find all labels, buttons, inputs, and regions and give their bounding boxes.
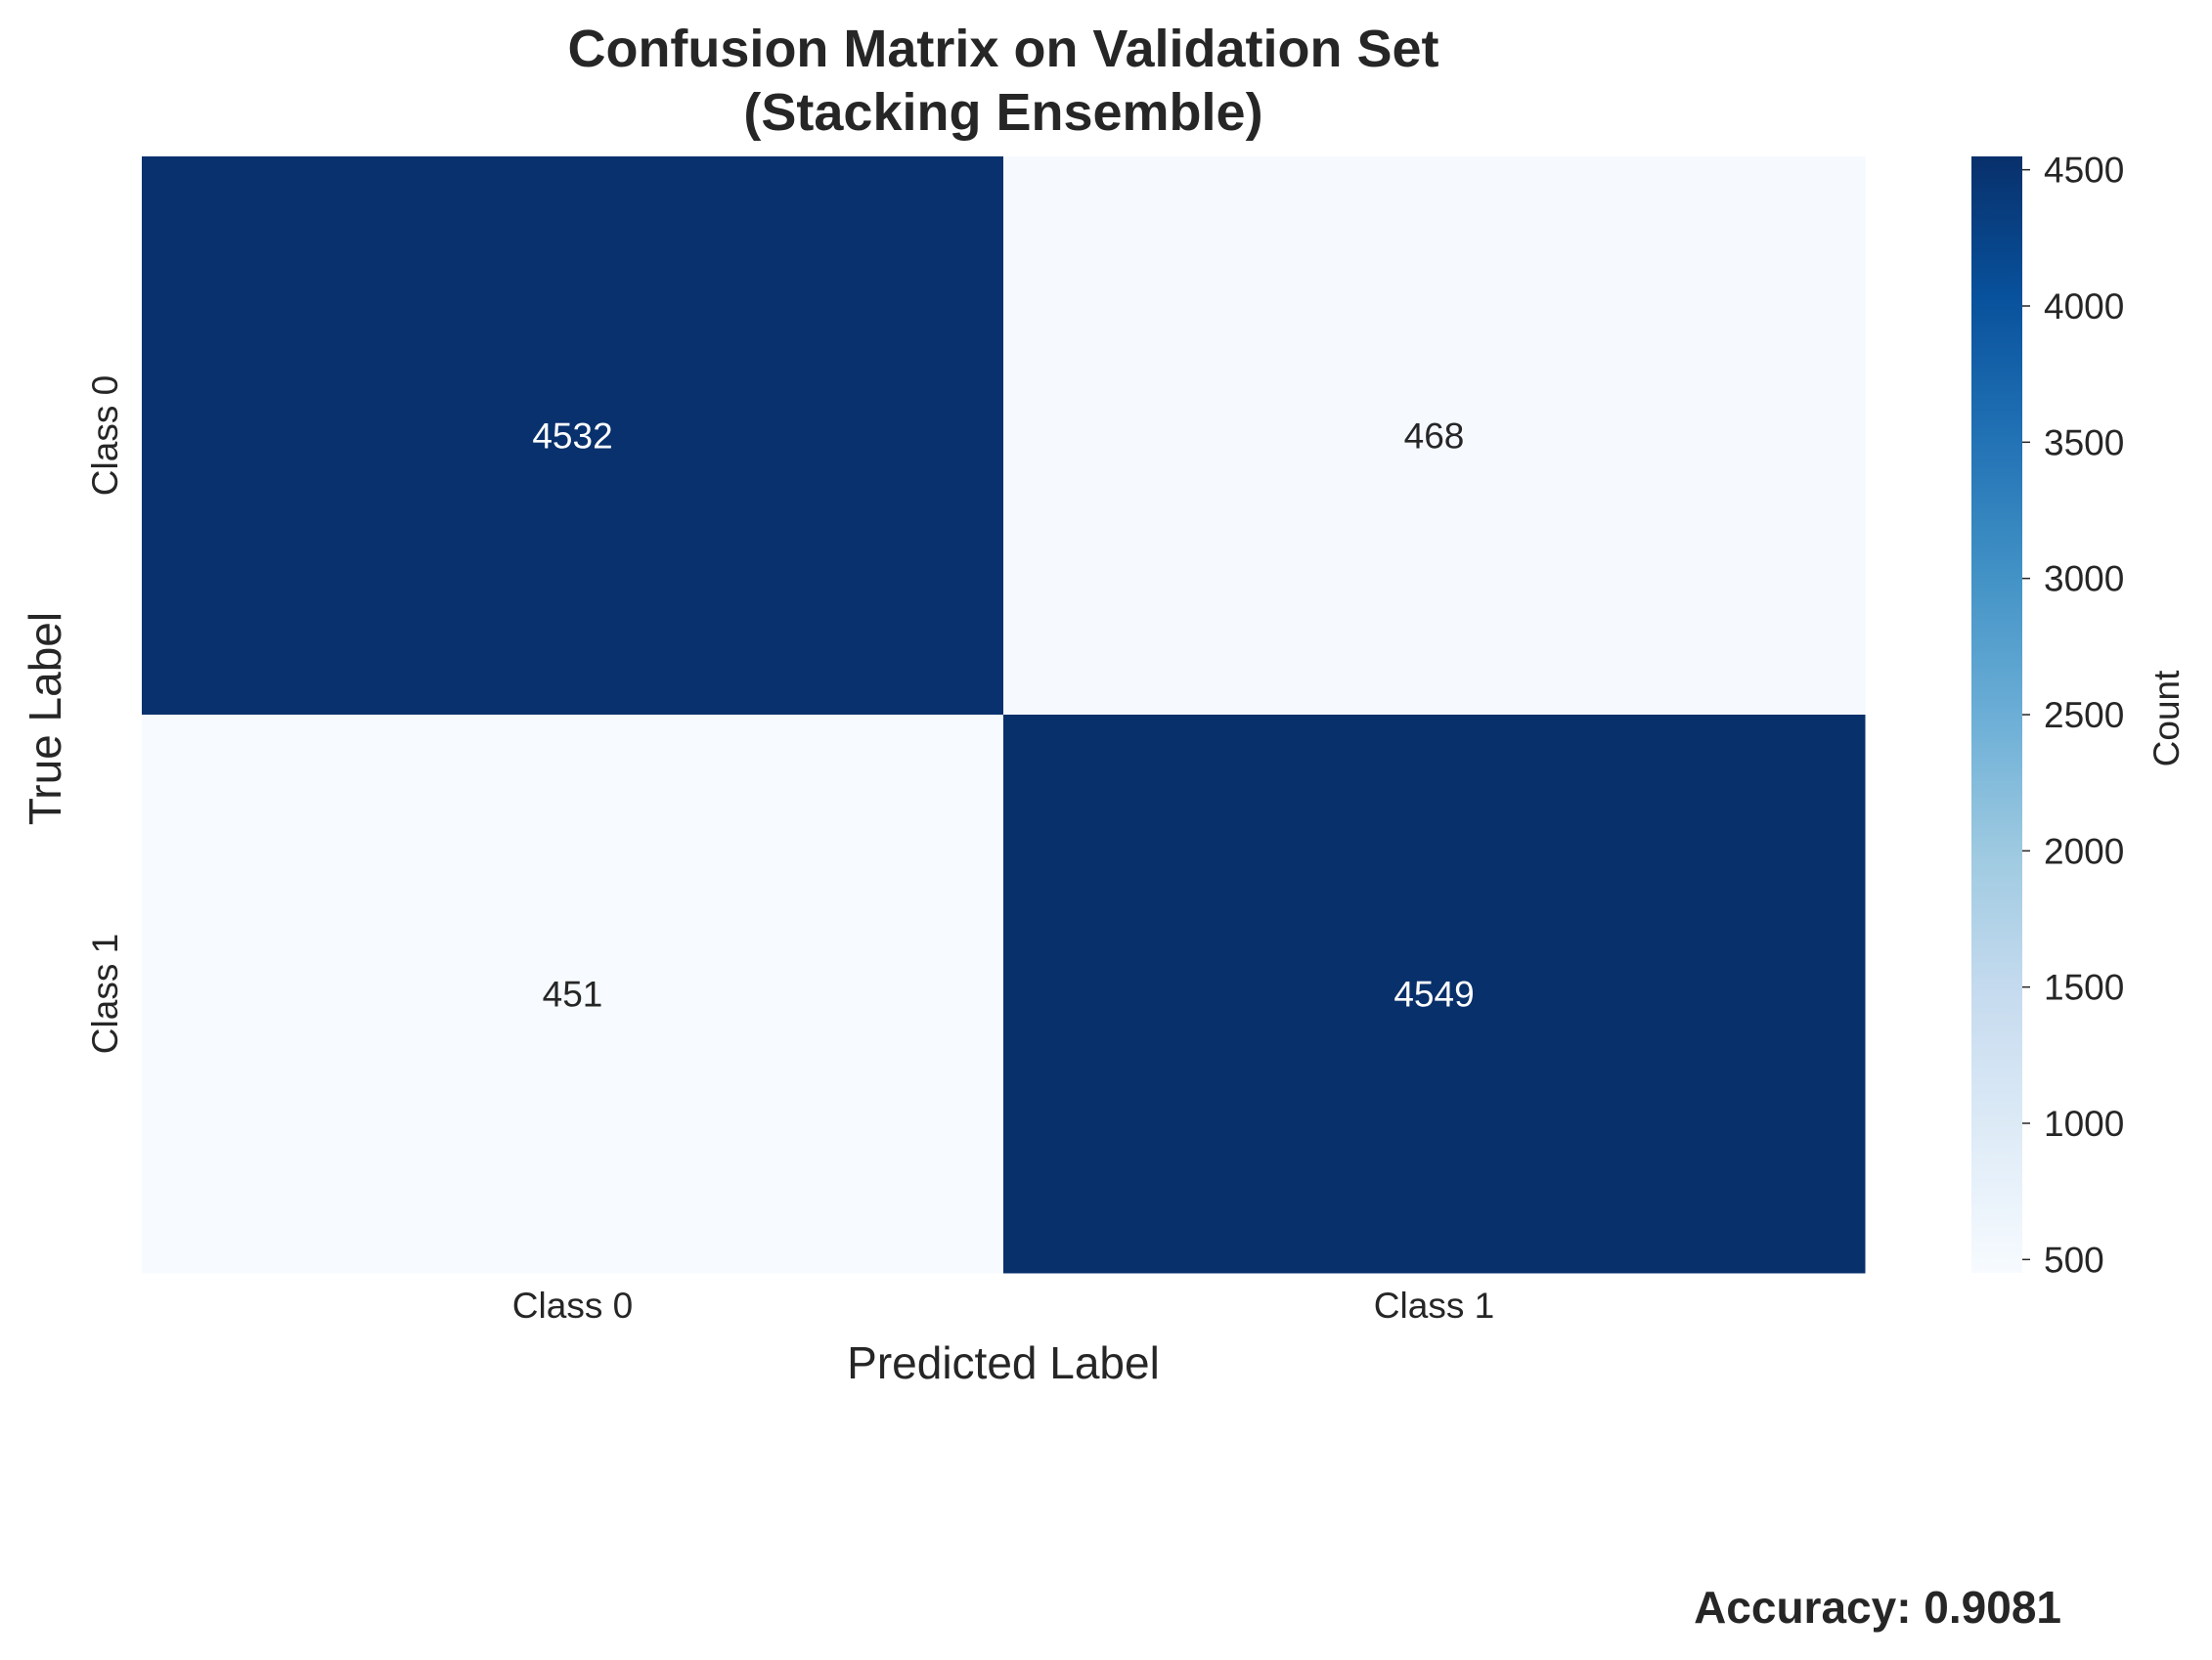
chart-title-line2: (Stacking Ensemble) — [743, 83, 1262, 142]
cell-value-label: 4549 — [1394, 975, 1474, 1015]
heatmap-cell — [142, 715, 1004, 1274]
y-tick-label: Class 0 — [85, 375, 125, 496]
accuracy-annotation: Accuracy: 0.9081 — [1694, 1582, 2061, 1633]
y-axis-label: True Label — [20, 612, 70, 825]
heatmap-cells: 4532 468 451 4549 — [142, 156, 1866, 1274]
x-tick-label: Class 1 — [1374, 1286, 1494, 1326]
colorbar-label: Count — [2146, 670, 2187, 766]
colorbar-tick-label: 1500 — [2044, 968, 2124, 1008]
colorbar — [1971, 156, 2022, 1273]
colorbar-tick-label: 4500 — [2044, 151, 2124, 191]
cell-value-label: 451 — [543, 975, 603, 1015]
heatmap-cell — [1003, 715, 1866, 1274]
y-tick-label: Class 1 — [85, 934, 125, 1054]
heatmap-cell — [142, 156, 1004, 716]
colorbar-tick-label: 500 — [2044, 1240, 2104, 1280]
colorbar-tick-label: 3500 — [2044, 422, 2124, 462]
x-tick-labels: Class 0 Class 1 — [512, 1286, 1494, 1326]
colorbar-tick-label: 2000 — [2044, 831, 2124, 871]
cell-value-label: 4532 — [532, 416, 612, 457]
colorbar-tick-label: 4000 — [2044, 286, 2124, 327]
colorbar-ticks: 500 1000 1500 2000 2500 3000 3500 4000 4500 — [2022, 151, 2124, 1280]
colorbar-tick-label: 3000 — [2044, 559, 2124, 599]
chart-title-line1: Confusion Matrix on Validation Set — [567, 20, 1438, 78]
colorbar-tick-label: 2500 — [2044, 695, 2124, 735]
cell-value-label: 468 — [1404, 416, 1465, 457]
colorbar-tick-label: 1000 — [2044, 1104, 2124, 1144]
x-axis-label: Predicted Label — [847, 1337, 1160, 1388]
y-tick-labels: Class 0 Class 1 — [85, 375, 125, 1054]
heatmap-cell — [1003, 156, 1866, 716]
x-tick-label: Class 0 — [512, 1286, 633, 1326]
